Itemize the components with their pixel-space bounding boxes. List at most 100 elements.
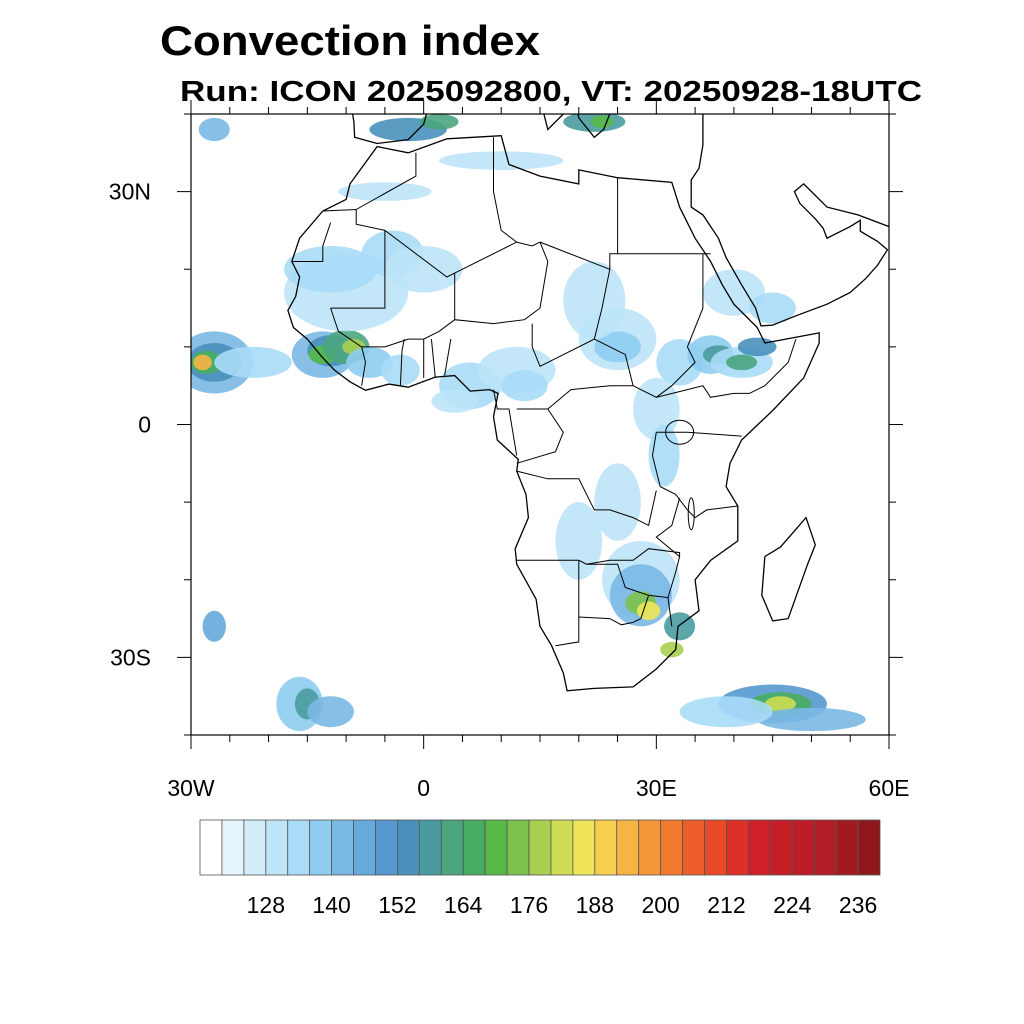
map-subtitle: Run: ICON 2025092800, VT: 20250928-18UTC	[180, 76, 922, 108]
colorbar-label: 236	[839, 892, 877, 918]
country-border	[667, 597, 673, 627]
country-border	[355, 152, 417, 210]
country-border	[531, 269, 611, 367]
colorbar-label: 140	[312, 892, 350, 918]
colorbar-swatch	[309, 819, 333, 876]
country-border	[555, 560, 580, 647]
country-border	[516, 408, 564, 464]
lon-label: 0	[417, 775, 430, 801]
convection-cell	[594, 331, 641, 363]
colorbar-swatch	[440, 819, 464, 876]
lon-label: 30E	[636, 775, 677, 801]
country-border	[493, 137, 518, 243]
colorbar-swatch	[397, 819, 420, 876]
lon-label: 60E	[869, 775, 910, 801]
colorbar-swatch	[594, 819, 618, 876]
colorbar-swatch	[353, 819, 376, 876]
colorbar-swatch	[747, 819, 771, 876]
colorbar-label: 152	[378, 892, 416, 918]
convection-cell	[660, 641, 684, 658]
colorbar-swatch	[769, 819, 793, 876]
country-border	[648, 556, 681, 599]
country-border	[399, 339, 405, 386]
convection-cell	[202, 610, 226, 642]
country-border	[361, 346, 367, 386]
colorbar-swatch	[375, 819, 398, 876]
colorbar-swatch	[835, 819, 859, 876]
country-border	[516, 385, 634, 410]
convection-cell	[381, 354, 420, 386]
country-border	[656, 431, 742, 437]
axis-ticks	[177, 100, 903, 749]
coastlines-and-borders	[287, 114, 889, 692]
convection-cell	[284, 245, 378, 293]
convection-cell	[307, 696, 354, 728]
lat-label: 30N	[109, 179, 151, 205]
convection-cell	[726, 354, 758, 371]
colorbar-swatch	[550, 819, 574, 876]
colorbar-swatch	[287, 819, 311, 876]
country-border	[444, 339, 452, 376]
colorbar-swatch	[813, 819, 837, 876]
convection-cell	[633, 377, 680, 441]
colorbar-swatch	[484, 819, 508, 876]
convection-cell	[679, 696, 773, 728]
coastline-arabia	[690, 114, 889, 327]
country-border	[516, 470, 657, 527]
colorbar-swatch	[791, 819, 815, 876]
convection-field	[191, 114, 866, 732]
country-border	[578, 563, 650, 626]
colorbar-swatch	[418, 819, 442, 876]
convection-cell	[749, 292, 796, 324]
colorbar-swatch	[616, 819, 640, 876]
lake-victoria	[665, 419, 695, 445]
convection-cell	[214, 346, 292, 378]
coastline-iberia	[351, 114, 428, 145]
convection-cell	[501, 370, 548, 402]
convection-cell	[384, 245, 463, 293]
colorbar-swatch	[857, 819, 881, 876]
lat-label: 0	[138, 412, 151, 438]
convection-cell	[198, 117, 230, 142]
colorbar-swatch	[704, 819, 727, 876]
convection-cell	[648, 424, 680, 487]
colorbar-swatch	[660, 819, 683, 876]
colorbar-label: 188	[576, 892, 614, 918]
convection-cell	[702, 269, 765, 316]
colorbar-label: 212	[707, 892, 745, 918]
convection-cell	[764, 696, 796, 712]
colorbar-swatch	[199, 819, 223, 876]
country-border	[291, 222, 332, 262]
colorbar-swatch	[221, 819, 245, 876]
colorbar-swatch	[506, 819, 530, 876]
colorbar-swatch	[462, 819, 486, 876]
convection-cell	[737, 337, 777, 357]
map-frame	[190, 113, 890, 736]
colorbar-label: 128	[247, 892, 285, 918]
axis-labels: 30N 0 30S 30W 0 30E 60E	[109, 179, 910, 801]
country-border	[651, 432, 738, 519]
convection-cell	[757, 707, 866, 732]
country-border	[516, 498, 681, 565]
lake-malawi	[687, 497, 695, 531]
colorbar-swatch	[243, 819, 267, 876]
colorbar: 128 140 152 164 176 188 200 212 224 236	[199, 819, 881, 918]
colorbar-swatch	[528, 819, 552, 876]
colorbar-label: 224	[773, 892, 812, 918]
colorbar-swatch	[638, 819, 662, 876]
convection-cell	[338, 182, 432, 201]
coastline-madagascar	[761, 516, 816, 622]
country-border	[594, 338, 797, 398]
convection-cell	[439, 151, 564, 170]
map-title: Convection index	[160, 17, 541, 64]
convection-cell	[193, 354, 212, 371]
country-border	[493, 389, 518, 456]
colorbar-swatch	[682, 819, 705, 876]
convection-cell	[590, 115, 614, 128]
country-border	[656, 253, 704, 398]
convection-cell	[636, 601, 661, 621]
country-border	[330, 230, 386, 309]
colorbar-label: 200	[641, 892, 679, 918]
coastline-africa	[287, 135, 820, 692]
